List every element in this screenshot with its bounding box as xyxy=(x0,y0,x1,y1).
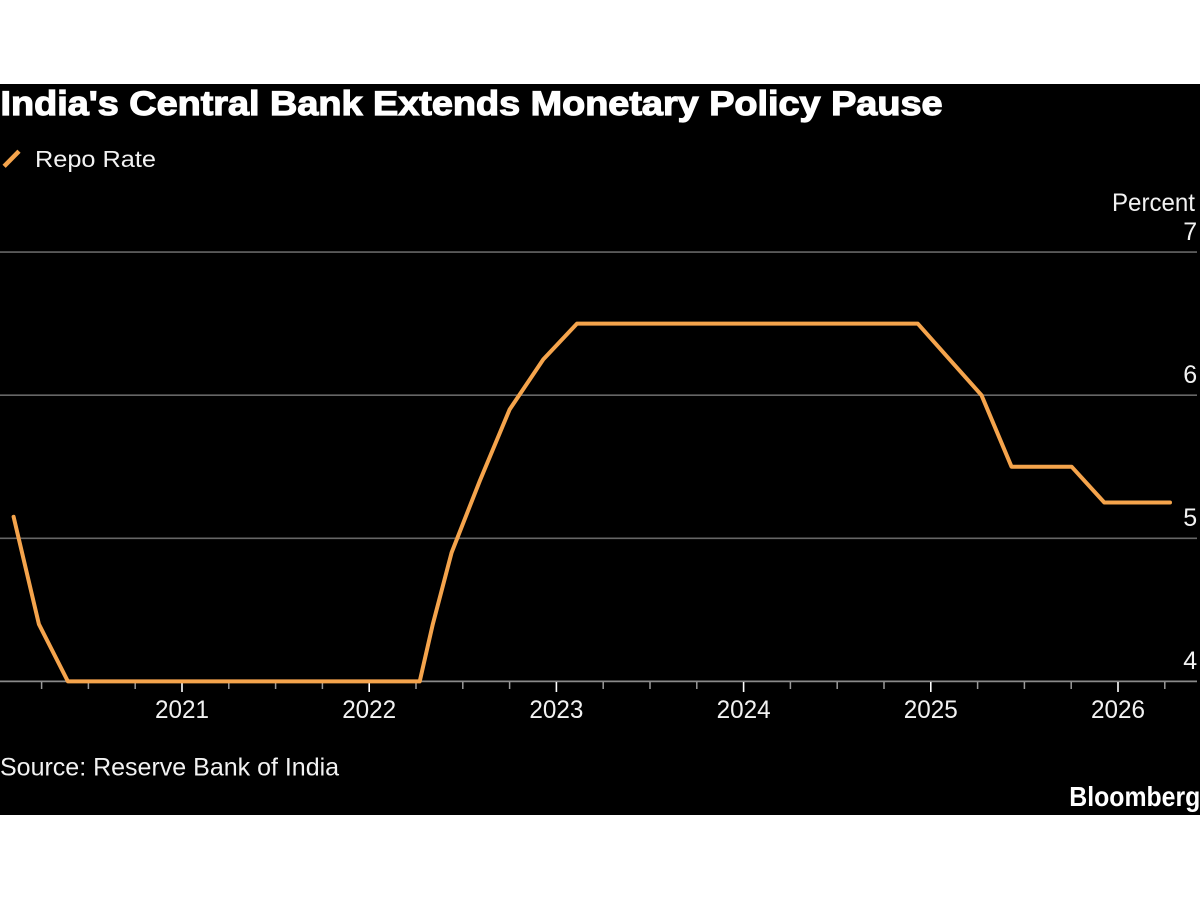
svg-text:Repo Rate: Repo Rate xyxy=(35,146,156,172)
svg-text:Source: Reserve Bank of India: Source: Reserve Bank of India xyxy=(0,754,339,782)
svg-text:2024: 2024 xyxy=(717,696,771,724)
svg-text:2021: 2021 xyxy=(155,696,209,724)
svg-text:7: 7 xyxy=(1183,218,1197,246)
svg-text:2026: 2026 xyxy=(1091,696,1145,724)
svg-text:Percent: Percent xyxy=(1112,189,1195,217)
svg-text:2025: 2025 xyxy=(904,696,958,724)
svg-text:2023: 2023 xyxy=(529,696,583,724)
svg-text:Bloomberg: Bloomberg xyxy=(1069,781,1200,812)
svg-text:2022: 2022 xyxy=(342,696,396,724)
svg-text:India's Central Bank Extends M: India's Central Bank Extends Monetary Po… xyxy=(1,85,943,123)
svg-text:6: 6 xyxy=(1183,361,1197,389)
svg-text:5: 5 xyxy=(1183,504,1197,532)
svg-text:4: 4 xyxy=(1183,647,1197,675)
